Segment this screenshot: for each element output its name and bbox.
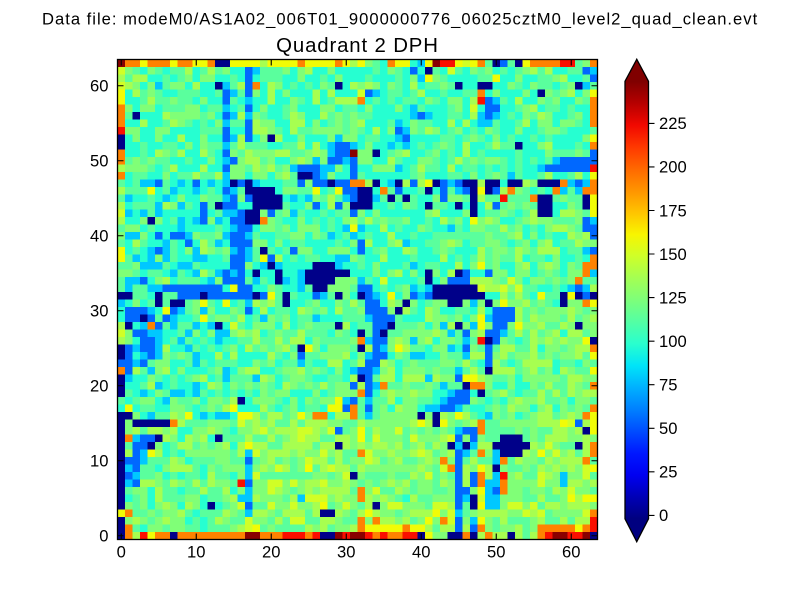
svg-text:20: 20	[90, 377, 108, 396]
svg-text:20: 20	[262, 543, 280, 562]
svg-text:0: 0	[99, 527, 108, 546]
svg-text:Data file: modeM0/AS1A02_006T0: Data file: modeM0/AS1A02_006T01_90000007…	[42, 10, 758, 29]
svg-text:60: 60	[90, 77, 108, 96]
svg-text:200: 200	[659, 158, 687, 177]
svg-text:75: 75	[659, 376, 677, 395]
svg-text:150: 150	[659, 245, 687, 264]
svg-text:0: 0	[659, 506, 668, 525]
svg-text:100: 100	[659, 332, 687, 351]
svg-text:30: 30	[90, 302, 108, 321]
svg-text:Quadrant 2 DPH: Quadrant 2 DPH	[276, 35, 439, 57]
svg-text:40: 40	[90, 227, 108, 246]
svg-text:10: 10	[187, 543, 205, 562]
svg-text:50: 50	[487, 543, 505, 562]
svg-text:175: 175	[659, 201, 687, 220]
svg-text:225: 225	[659, 114, 687, 133]
svg-text:30: 30	[337, 543, 355, 562]
svg-text:0: 0	[117, 543, 126, 562]
svg-text:10: 10	[90, 452, 108, 471]
svg-text:60: 60	[562, 543, 580, 562]
svg-text:50: 50	[90, 152, 108, 171]
svg-text:125: 125	[659, 288, 687, 307]
svg-text:25: 25	[659, 463, 677, 482]
svg-text:40: 40	[412, 543, 430, 562]
svg-text:50: 50	[659, 419, 677, 438]
